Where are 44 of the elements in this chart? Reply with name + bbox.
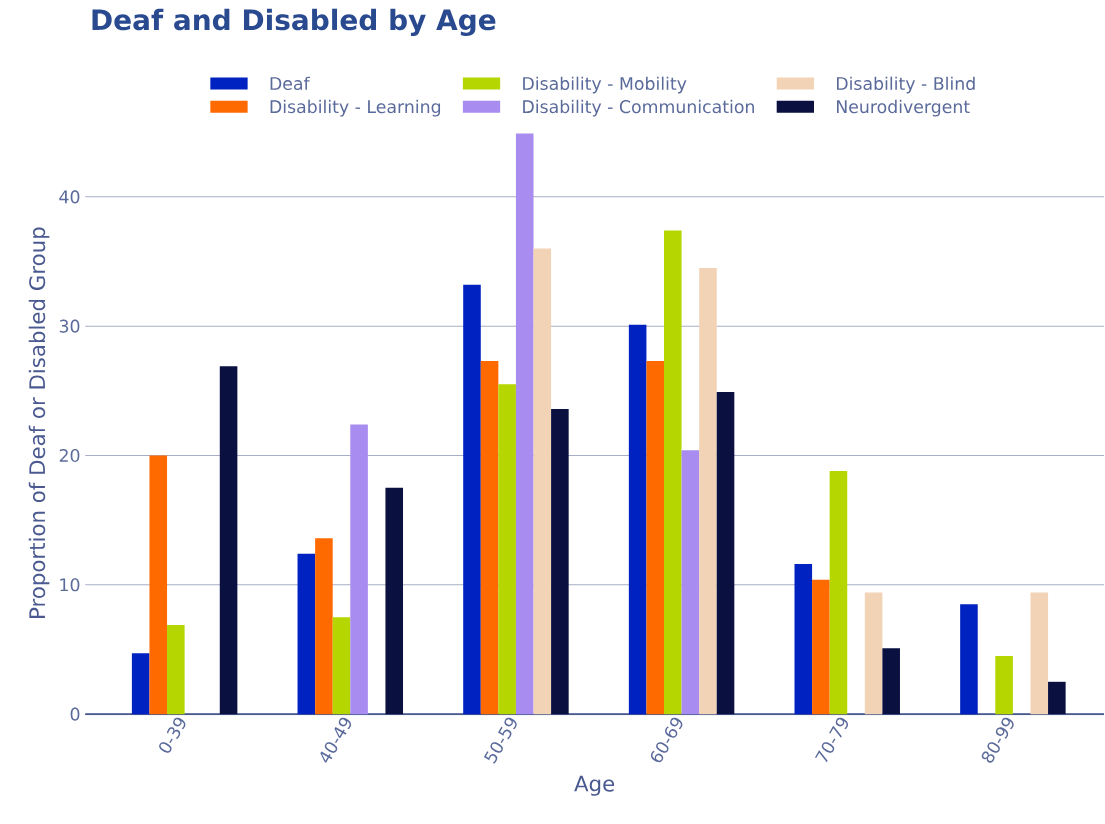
bar: [297, 553, 316, 715]
bar: [716, 392, 735, 715]
legend-label: Disability - Communication: [523, 99, 754, 117]
bar: [812, 579, 830, 715]
y-tick-label: 20: [59, 448, 80, 463]
bar: [131, 653, 150, 715]
bar: [498, 384, 516, 715]
bar: [463, 284, 481, 715]
bar: [149, 455, 168, 715]
x-axis-title: Age: [574, 775, 615, 796]
bar: [864, 592, 883, 715]
bar: [1048, 681, 1066, 715]
bar: [882, 648, 900, 715]
legend-label: Neurodivergent: [836, 99, 970, 117]
bar: [533, 248, 552, 715]
bar: [332, 617, 351, 715]
bar: [315, 538, 333, 715]
legend-label: Disability - Learning: [270, 99, 441, 117]
y-tick-label: 40: [59, 190, 80, 204]
legend-label: Disability - Mobility: [523, 76, 687, 94]
bar: [480, 361, 499, 715]
bar: [995, 655, 1013, 715]
bar: [551, 408, 569, 715]
legend-label: Disability - Blind: [836, 76, 975, 94]
bar: [350, 424, 368, 715]
bar: [1030, 592, 1049, 715]
bar: [646, 361, 665, 715]
y-axis-title: Proportion of Deaf or Disabled Group: [28, 227, 50, 618]
bar: [699, 267, 717, 715]
bar: [794, 564, 813, 715]
y-tick-label: 0: [70, 707, 80, 721]
bar: [960, 604, 978, 715]
legend-label: Deaf: [270, 76, 310, 91]
bar: [628, 324, 647, 715]
y-tick-label: 10: [60, 578, 80, 592]
bar: [385, 487, 404, 715]
y-tick-label: 30: [59, 319, 80, 333]
bar: [681, 450, 700, 715]
bar: [167, 624, 185, 715]
bar: [664, 230, 682, 715]
bar: [829, 471, 848, 715]
bar: [219, 366, 238, 715]
bar: [515, 133, 534, 715]
chart-title: Deaf and Disabled by Age: [92, 8, 496, 36]
